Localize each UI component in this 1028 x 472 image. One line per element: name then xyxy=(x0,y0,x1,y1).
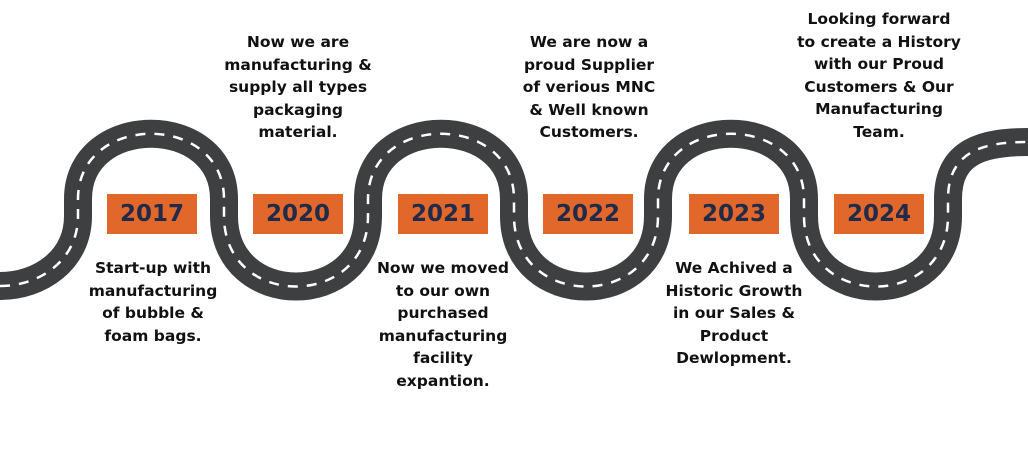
milestone-2021-description: Now we moved to our own purchased manufa… xyxy=(363,257,523,393)
year-label: 2023 xyxy=(701,201,766,227)
desc-line: We Achived a xyxy=(675,259,793,277)
desc-line: Customers. xyxy=(539,123,639,142)
desc-line: of verious MNC xyxy=(522,78,656,97)
desc-line: Team. xyxy=(853,122,905,141)
year-badge-2023: 2023 xyxy=(689,194,779,234)
desc-line: manufacturing xyxy=(378,326,508,345)
desc-line: foam bags. xyxy=(104,326,202,345)
desc-line: manufacturing xyxy=(88,281,218,300)
desc-line: facility xyxy=(413,349,473,368)
year-badge-2020: 2020 xyxy=(253,194,343,234)
desc-line: manufacturing & xyxy=(224,55,372,74)
year-label: 2022 xyxy=(555,201,620,227)
desc-line: Customers & Our xyxy=(804,77,954,96)
desc-line: supply all types xyxy=(228,78,368,97)
desc-line: to create a History xyxy=(797,32,961,51)
desc-line: Now we moved xyxy=(376,259,510,277)
year-badge-2024: 2024 xyxy=(834,194,924,234)
milestone-2020-description: Now we are manufacturing & supply all ty… xyxy=(218,31,378,144)
desc-line: proud Supplier xyxy=(523,55,655,74)
desc-line: packaging xyxy=(252,100,344,119)
milestone-2022-description: We are now a proud Supplier of verious M… xyxy=(509,31,669,144)
desc-line: in our Sales & xyxy=(672,304,796,323)
desc-line: Now we are xyxy=(246,33,350,51)
milestone-2017-description: Start-up with manufacturing of bubble & … xyxy=(73,257,233,347)
year-label: 2017 xyxy=(119,201,184,227)
desc-line: Product xyxy=(699,326,769,345)
desc-line: Start-up with xyxy=(94,259,212,277)
year-badge-2017: 2017 xyxy=(107,194,197,234)
desc-line: purchased xyxy=(397,304,489,323)
year-badge-2022: 2022 xyxy=(543,194,633,234)
year-badge-2021: 2021 xyxy=(398,194,488,234)
milestone-2024-description: Looking forward to create a History with… xyxy=(794,8,964,144)
year-label: 2024 xyxy=(846,201,911,227)
desc-line: Looking forward xyxy=(807,10,951,28)
year-label: 2021 xyxy=(410,201,475,227)
milestone-2023-description: We Achived a Historic Growth in our Sale… xyxy=(654,257,814,370)
desc-line: with our Proud xyxy=(814,55,944,74)
year-label: 2020 xyxy=(265,201,330,227)
road-center-dashes xyxy=(0,132,1028,288)
desc-line: Historic Growth xyxy=(665,281,803,300)
desc-line: We are now a xyxy=(529,33,649,51)
desc-line: & Well known xyxy=(529,100,649,119)
desc-line: material. xyxy=(258,123,338,142)
desc-line: Dewlopment. xyxy=(676,349,792,368)
desc-line: expantion. xyxy=(396,371,490,390)
desc-line: Manufacturing xyxy=(815,100,943,119)
desc-line: of bubble & xyxy=(102,304,204,323)
desc-line: to our own xyxy=(395,281,491,300)
